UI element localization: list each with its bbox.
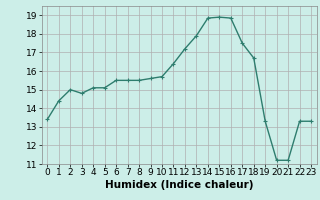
X-axis label: Humidex (Indice chaleur): Humidex (Indice chaleur) bbox=[105, 180, 253, 190]
